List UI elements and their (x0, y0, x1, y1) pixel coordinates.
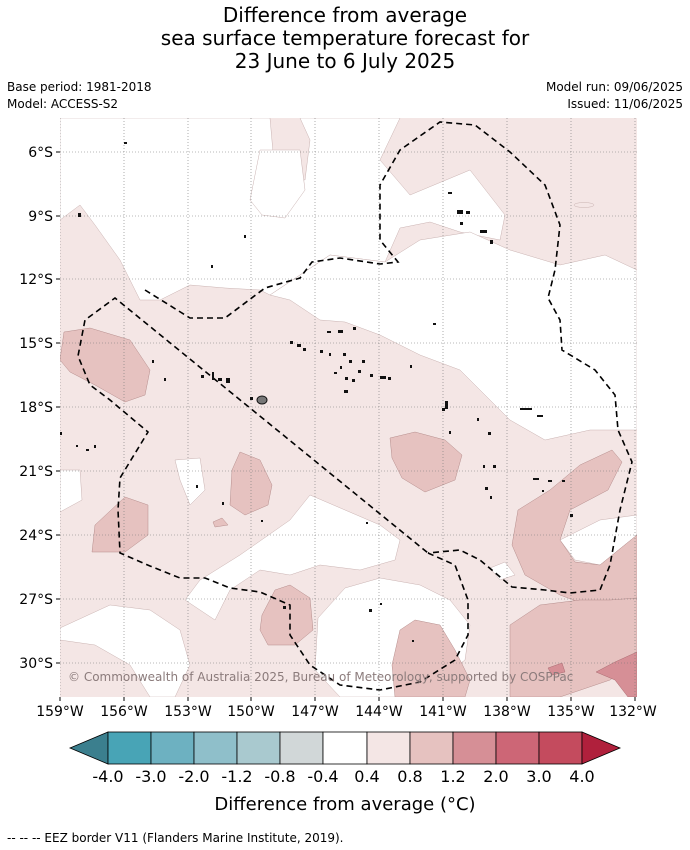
chart-title-line1: Difference from average (222, 3, 468, 27)
copyright-text: © Commonwealth of Australia 2025, Bureau… (68, 670, 573, 684)
colorbar-tick: -4.0 (92, 767, 123, 786)
lon-label: 132°W (609, 704, 657, 720)
colorbar-tick: -0.8 (264, 767, 295, 786)
chart-title-line2: sea surface temperature forecast for (160, 26, 530, 50)
anomaly-patch (391, 619, 471, 697)
model-name: Model: ACCESS-S2 (7, 97, 119, 111)
colorbar-tick: 0.8 (397, 767, 422, 786)
colorbar-tick: 0.4 (354, 767, 379, 786)
graticule (60, 118, 637, 697)
lat-label: 9°S (28, 209, 53, 225)
colorbar-bin (322, 731, 368, 765)
colorbar-extend-high (581, 731, 622, 765)
colorbar-tick: -3.0 (135, 767, 166, 786)
lon-label: 156°W (100, 704, 148, 720)
lat-label: 12°S (19, 272, 53, 288)
colorbar-bin (409, 731, 454, 765)
islands (60, 142, 573, 642)
colorbar-tick: -2.0 (178, 767, 209, 786)
lon-label: 147°W (291, 704, 339, 720)
colorbar-extend-low (68, 731, 109, 765)
anomaly-patch (259, 584, 314, 646)
colorbar-tick: 2.0 (483, 767, 508, 786)
neutral-region (174, 457, 206, 506)
lon-label: 138°W (483, 704, 531, 720)
colorbar (68, 731, 622, 765)
issued-date: Issued: 11/06/2025 (567, 97, 683, 111)
neutral-region (60, 604, 191, 697)
neutral-region (60, 469, 83, 513)
colorbar-title: Difference from average (°C) (214, 794, 476, 815)
neutral-region (269, 231, 637, 441)
colorbar-tick: -0.4 (307, 767, 338, 786)
model-run: Model run: 09/06/2025 (545, 80, 683, 94)
lat-label: 27°S (19, 592, 53, 608)
colorbar-tick: 4.0 (569, 767, 594, 786)
neutral-region (184, 494, 401, 621)
anomaly-patch-strong (595, 651, 637, 697)
anomaly-patch (60, 327, 151, 403)
colorbar-bin (538, 731, 583, 765)
base-period: Base period: 1981-2018 (7, 80, 152, 94)
colorbar-tick: -1.2 (221, 767, 252, 786)
chart-title-line3: 23 June to 6 July 2025 (234, 49, 456, 73)
colorbar-bin (193, 731, 238, 765)
eez-legend-note: -- -- -- EEZ border V11 (Flanders Marine… (7, 831, 344, 845)
colorbar-bin (366, 731, 411, 765)
neutral-region (559, 514, 637, 566)
lon-label: 135°W (547, 704, 595, 720)
island (573, 202, 595, 208)
lat-label: 18°S (19, 400, 53, 416)
colorbar-bin (495, 731, 540, 765)
lon-label: 144°W (355, 704, 403, 720)
lon-label: 153°W (164, 704, 212, 720)
colorbar-bin (236, 731, 281, 765)
colorbar-tick: 3.0 (526, 767, 551, 786)
island (256, 395, 268, 405)
lon-label: 141°W (419, 704, 467, 720)
lon-label: 159°W (36, 704, 84, 720)
axis-ticks (56, 151, 636, 701)
neutral-region (489, 561, 516, 581)
anomaly-patch (511, 449, 637, 611)
anomaly-patch (229, 451, 273, 516)
anomaly-patch-strong (547, 662, 566, 676)
colorbar-bin (452, 731, 497, 765)
colorbar-bin (107, 731, 152, 765)
colorbar-bin (150, 731, 195, 765)
lat-label: 15°S (19, 336, 53, 352)
eez-border (77, 121, 633, 691)
colorbar-tick: 1.2 (440, 767, 465, 786)
lon-label: 150°W (227, 704, 275, 720)
anomaly-patch (389, 431, 463, 493)
lat-label: 30°S (19, 656, 53, 672)
lat-label: 24°S (19, 528, 53, 544)
map-plot-area: © Commonwealth of Australia 2025, Bureau… (60, 118, 637, 697)
anomaly-patch (212, 517, 229, 528)
lat-label: 6°S (28, 145, 53, 161)
lat-label: 21°S (19, 464, 53, 480)
colorbar-bin (279, 731, 324, 765)
neutral-region (249, 149, 306, 219)
